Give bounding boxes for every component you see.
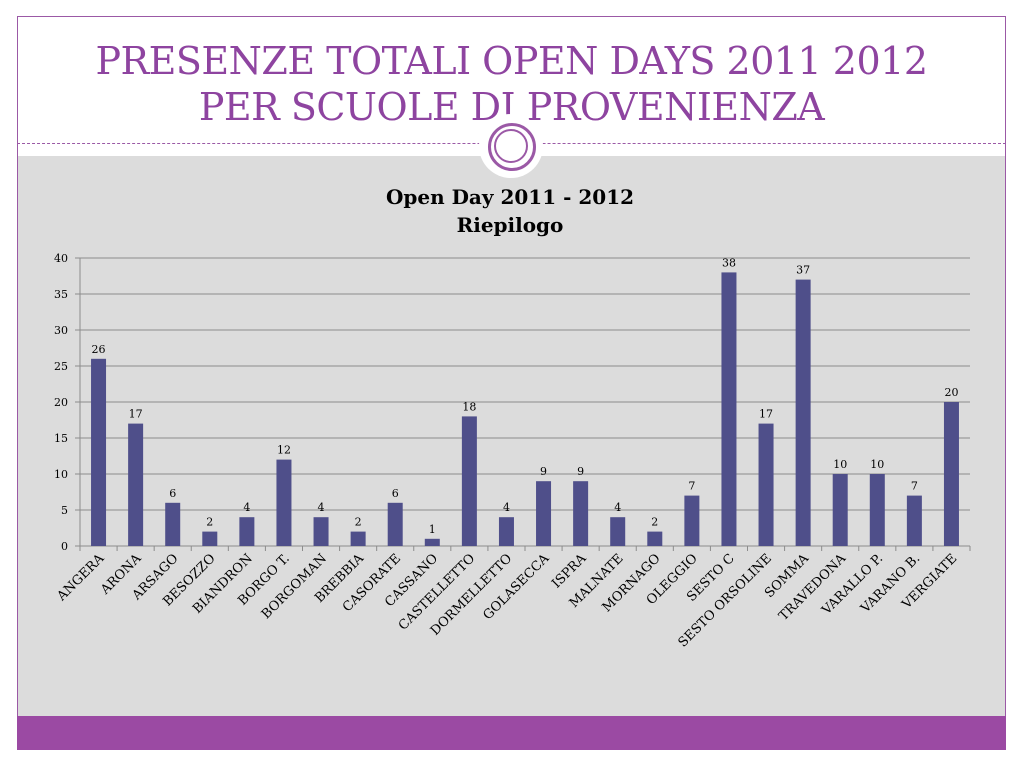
bar	[573, 481, 589, 546]
bar	[795, 279, 811, 546]
data-label: 9	[540, 465, 547, 478]
x-category-label: GOLASECCA	[480, 551, 552, 623]
chart-title-line2: Riepilogo	[457, 213, 564, 237]
bar	[943, 402, 959, 546]
data-label: 20	[944, 386, 958, 399]
data-label: 10	[870, 458, 884, 471]
y-tick-label: 5	[61, 504, 68, 517]
data-label: 6	[169, 487, 176, 500]
data-label: 4	[318, 501, 325, 514]
bar	[684, 495, 700, 546]
data-label: 2	[651, 516, 658, 529]
y-tick-label: 30	[54, 324, 68, 337]
bar	[313, 517, 329, 546]
content-area	[18, 156, 1005, 716]
x-category-label: BORGOMAN	[259, 551, 330, 622]
bottom-bar	[17, 716, 1006, 750]
y-tick-label: 35	[54, 288, 68, 301]
circle-ornament-icon	[479, 114, 543, 178]
y-tick-label: 25	[54, 360, 68, 373]
bar	[128, 423, 144, 546]
data-label: 4	[243, 501, 250, 514]
bar	[869, 474, 885, 546]
bar	[424, 538, 440, 546]
data-label: 1	[429, 523, 436, 536]
bar	[387, 502, 403, 546]
y-tick-label: 15	[54, 432, 68, 445]
data-label: 4	[503, 501, 510, 514]
data-label: 37	[796, 264, 810, 277]
y-tick-label: 20	[54, 396, 68, 409]
bar	[239, 517, 255, 546]
data-label: 2	[355, 516, 362, 529]
slide-title: PRESENZE TOTALI OPEN DAYS 2011 2012 PER …	[17, 38, 1006, 130]
grid-lines	[80, 257, 970, 511]
y-tick-labels: 0 5 10 15 20 25 30 35 40	[54, 252, 68, 553]
bar	[350, 531, 366, 546]
data-label: 38	[722, 256, 736, 269]
data-label: 12	[277, 444, 291, 457]
slide-title-line1: PRESENZE TOTALI OPEN DAYS 2011 2012	[95, 39, 928, 83]
bar	[498, 517, 514, 546]
bar	[832, 474, 848, 546]
ornament-inner-ring	[494, 129, 528, 163]
bar	[610, 517, 626, 546]
data-label: 18	[462, 400, 476, 413]
bar	[165, 502, 181, 546]
bar	[721, 272, 737, 546]
bar	[461, 416, 477, 546]
bar	[276, 459, 292, 546]
axes	[75, 257, 971, 551]
data-label: 10	[833, 458, 847, 471]
data-label: 4	[614, 501, 621, 514]
data-label: 6	[392, 487, 399, 500]
bar	[536, 481, 552, 546]
bar-chart: Open Day 2011 - 2012 Riepilogo 261762412…	[54, 185, 971, 651]
data-label: 17	[759, 408, 773, 421]
y-tick-label: 10	[54, 468, 68, 481]
y-tick-label: 0	[61, 540, 68, 553]
ornament-outer-ring	[488, 123, 536, 171]
y-tick-label: 40	[54, 252, 68, 265]
bar	[647, 531, 663, 546]
x-category-label: ANGERA	[54, 551, 108, 605]
bar	[91, 358, 107, 546]
data-label: 9	[577, 465, 584, 478]
bar	[202, 531, 218, 546]
data-label: 2	[206, 516, 213, 529]
bar	[758, 423, 774, 546]
data-label: 7	[688, 480, 695, 493]
bars	[91, 272, 959, 546]
data-label: 26	[92, 343, 106, 356]
data-label: 17	[129, 408, 143, 421]
chart-title-line1: Open Day 2011 - 2012	[386, 185, 634, 209]
bar	[906, 495, 922, 546]
data-label: 7	[911, 480, 918, 493]
